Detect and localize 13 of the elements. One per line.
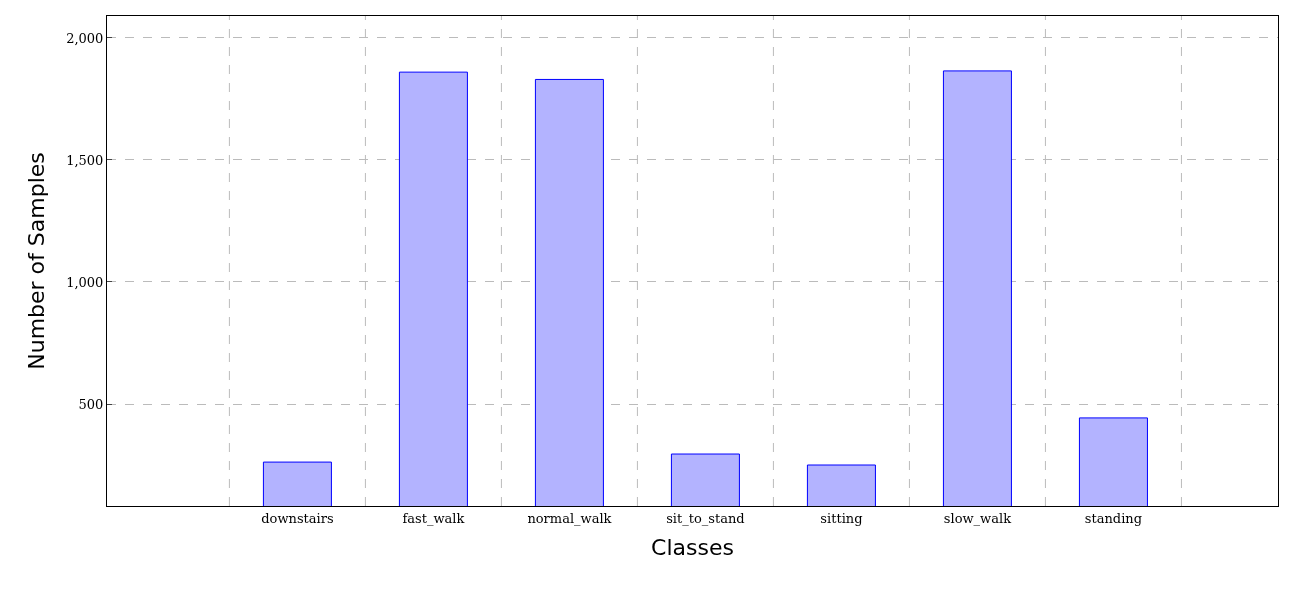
x-axis-title: Classes bbox=[651, 535, 734, 561]
y-tick-label: 2,000 bbox=[66, 30, 104, 46]
x-tick-label: fast_walk bbox=[402, 510, 465, 526]
x-tick-label: normal_walk bbox=[527, 510, 612, 526]
y-tick-label: 1,500 bbox=[66, 152, 104, 168]
x-tick-label: sitting bbox=[820, 510, 863, 526]
x-tick-label: slow_walk bbox=[943, 510, 1012, 526]
y-axis-title: Number of Samples bbox=[23, 152, 49, 370]
y-tick-label: 1,000 bbox=[66, 274, 104, 290]
x-tick-label: downstairs bbox=[261, 510, 334, 526]
y-tick-label: 500 bbox=[78, 396, 104, 412]
x-tick-label: sit_to_stand bbox=[666, 510, 745, 526]
x-tick-label: standing bbox=[1084, 510, 1143, 526]
